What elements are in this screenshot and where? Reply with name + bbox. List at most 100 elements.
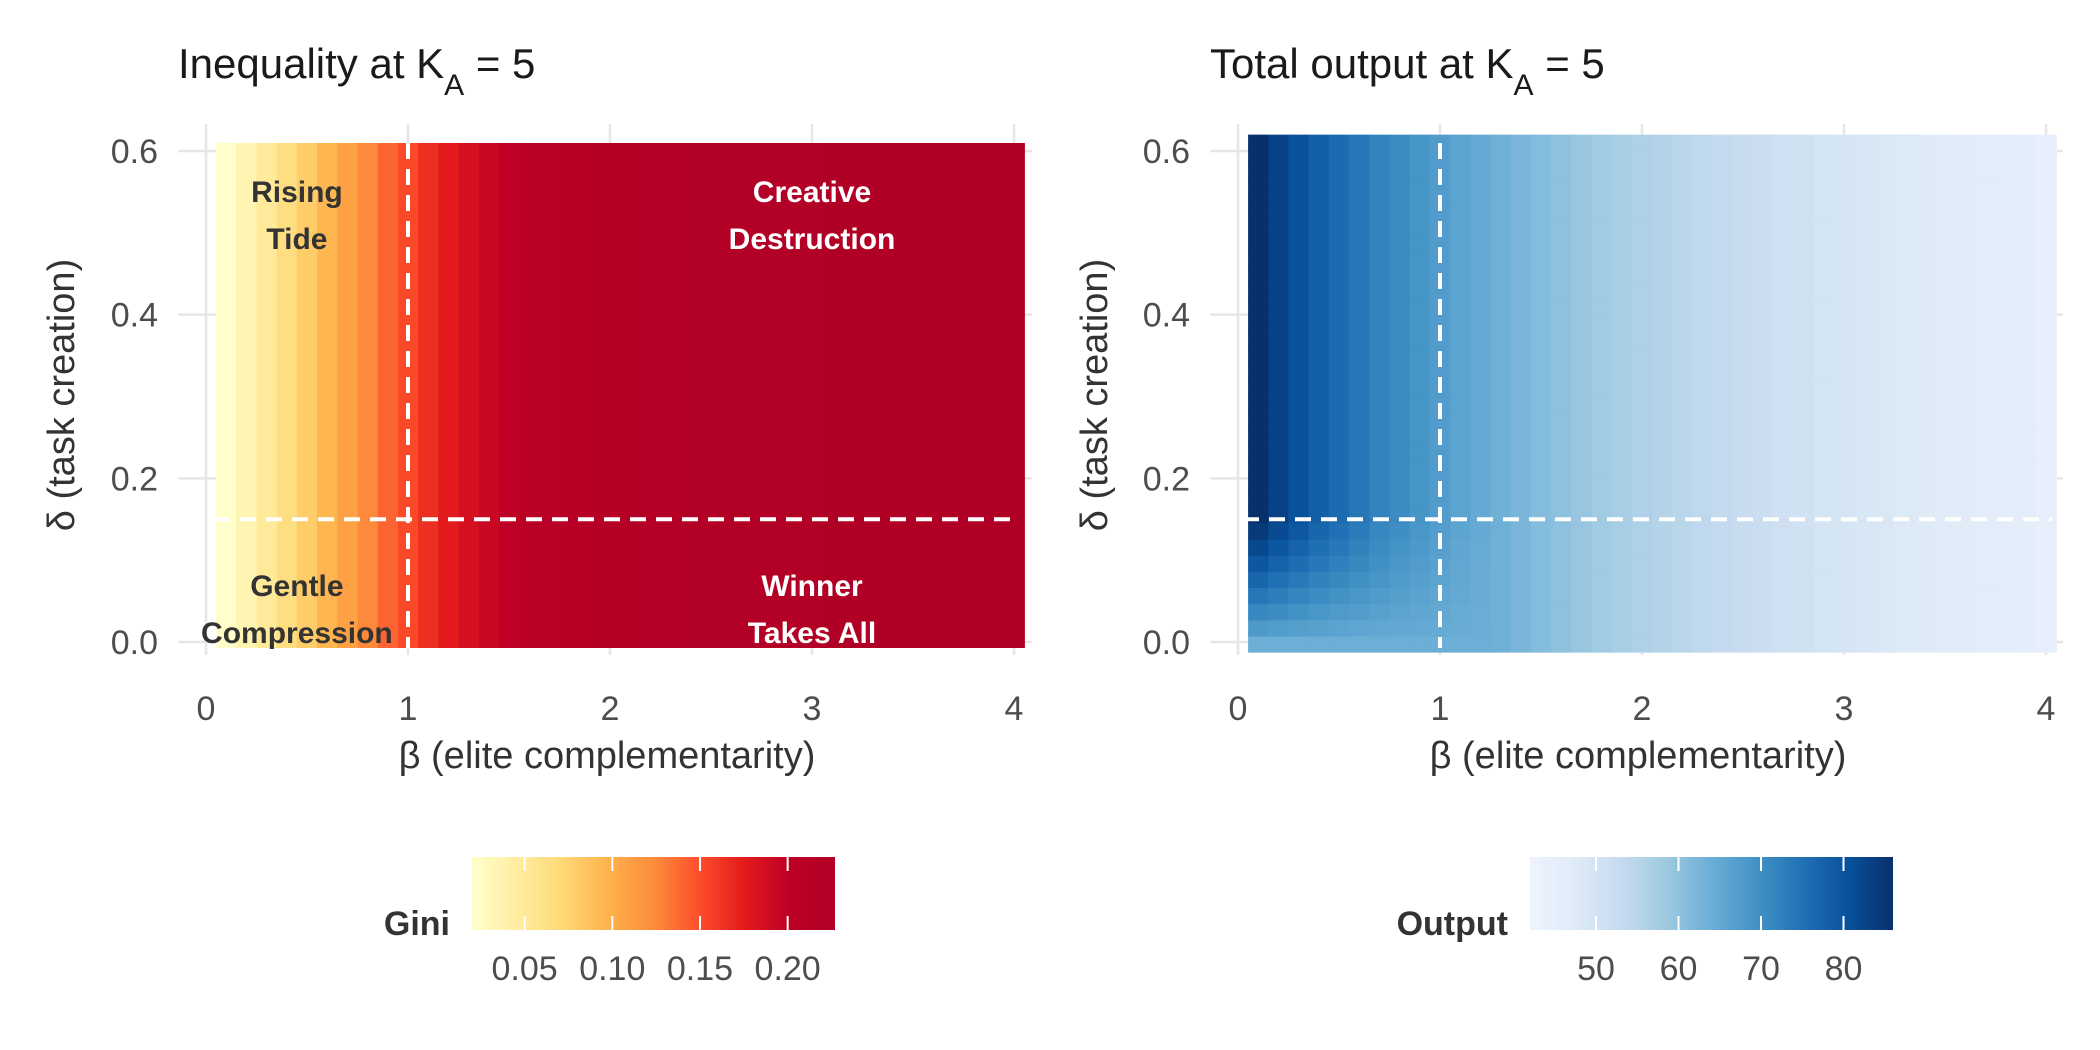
output-tile	[1692, 377, 1714, 395]
output-tile	[1611, 619, 1633, 637]
output-tile	[1833, 215, 1855, 233]
output-tile	[1268, 263, 1290, 281]
output-tile	[1813, 377, 1835, 395]
output-tile	[1409, 263, 1431, 281]
output-tile	[1268, 150, 1290, 168]
output-tile	[1975, 603, 1997, 621]
output-tile	[1692, 263, 1714, 281]
output-tile	[1450, 377, 1472, 395]
output-tile	[1854, 538, 1876, 556]
output-tile	[1288, 409, 1310, 427]
output-tile	[1611, 344, 1633, 362]
output-tile	[1470, 474, 1492, 491]
output-tile	[1833, 134, 1855, 152]
output-tile	[1874, 538, 1896, 556]
output-tile	[1591, 619, 1613, 637]
output-tile	[1308, 441, 1330, 459]
output-tile	[1692, 441, 1714, 459]
output-tile	[2035, 425, 2057, 443]
output-tile	[1450, 150, 1472, 168]
output-tile	[1753, 183, 1775, 201]
output-tile	[1773, 635, 1795, 653]
output-tile	[1369, 296, 1391, 314]
output-tile	[1510, 199, 1532, 217]
output-tile	[1470, 393, 1492, 411]
output-tile	[1995, 199, 2017, 217]
output-tile	[1551, 280, 1573, 298]
output-tile	[1591, 571, 1613, 588]
gini-tile	[478, 143, 500, 648]
output-tile	[1854, 377, 1876, 395]
output-tile	[1914, 166, 1936, 184]
output-tile	[1369, 183, 1391, 201]
output-tile	[1591, 538, 1613, 556]
output-tile	[1349, 571, 1371, 588]
output-tile	[1833, 377, 1855, 395]
region-label: Rising	[251, 176, 343, 209]
gini-tile	[377, 143, 399, 648]
output-tile	[1995, 166, 2017, 184]
output-tile	[1813, 393, 1835, 411]
output-tile	[1328, 199, 1350, 217]
output-tile	[1833, 263, 1855, 281]
output-tile	[1652, 344, 1674, 362]
output-tile	[1975, 360, 1997, 378]
output-tile	[1288, 328, 1310, 346]
legend-tick-label: 50	[1577, 950, 1615, 988]
output-tile	[1813, 183, 1835, 201]
output-tile	[1813, 166, 1835, 184]
output-tile	[1975, 474, 1997, 491]
output-tile	[1712, 490, 1734, 508]
output-tile	[1389, 183, 1411, 201]
output-tile	[1328, 635, 1350, 653]
output-tile	[2015, 538, 2037, 556]
output-tile	[1268, 360, 1290, 378]
output-tile	[1854, 393, 1876, 411]
output-tile	[1510, 360, 1532, 378]
output-tile	[1955, 166, 1977, 184]
output-tile	[1874, 263, 1896, 281]
output-tile	[1288, 247, 1310, 265]
output-tile	[1611, 377, 1633, 395]
output-tile	[1288, 603, 1310, 621]
output-tile	[1248, 360, 1270, 378]
output-tile	[2015, 393, 2037, 411]
output-tile	[1288, 635, 1310, 653]
output-tile	[1955, 183, 1977, 201]
output-tile	[1328, 377, 1350, 395]
output-legend: 50 60 70 80	[1530, 857, 1893, 988]
output-tile	[1510, 457, 1532, 475]
output-tile	[1591, 183, 1613, 201]
output-tile	[1571, 571, 1593, 588]
output-tile	[1894, 522, 1916, 540]
output-tile	[1753, 538, 1775, 556]
output-tile	[1854, 296, 1876, 314]
output-tile	[1874, 344, 1896, 362]
output-tile	[1793, 457, 1815, 475]
output-tile	[1429, 441, 1451, 459]
output-tile	[1308, 587, 1330, 605]
output-tile	[1389, 474, 1411, 491]
output-tile	[1510, 328, 1532, 346]
output-tile	[1551, 231, 1573, 249]
output-tile	[1450, 554, 1472, 572]
gini-tile	[963, 143, 985, 648]
output-tile	[1369, 247, 1391, 265]
output-tile	[1389, 377, 1411, 395]
output-tile	[1854, 344, 1876, 362]
output-tile	[1308, 474, 1330, 491]
output-tile	[1652, 183, 1674, 201]
output-tile	[1510, 150, 1532, 168]
output-tile	[1369, 377, 1391, 395]
output-tile	[1955, 474, 1977, 491]
output-tile	[1530, 603, 1552, 621]
gini-legend: 0.05 0.10 0.15 0.20	[472, 857, 835, 988]
output-tile	[1712, 344, 1734, 362]
output-tile	[1268, 409, 1290, 427]
output-tile	[1328, 166, 1350, 184]
output-tile	[1611, 425, 1633, 443]
output-tile	[1874, 231, 1896, 249]
output-tile	[1389, 587, 1411, 605]
output-tile	[1248, 457, 1270, 475]
output-tile	[1450, 457, 1472, 475]
